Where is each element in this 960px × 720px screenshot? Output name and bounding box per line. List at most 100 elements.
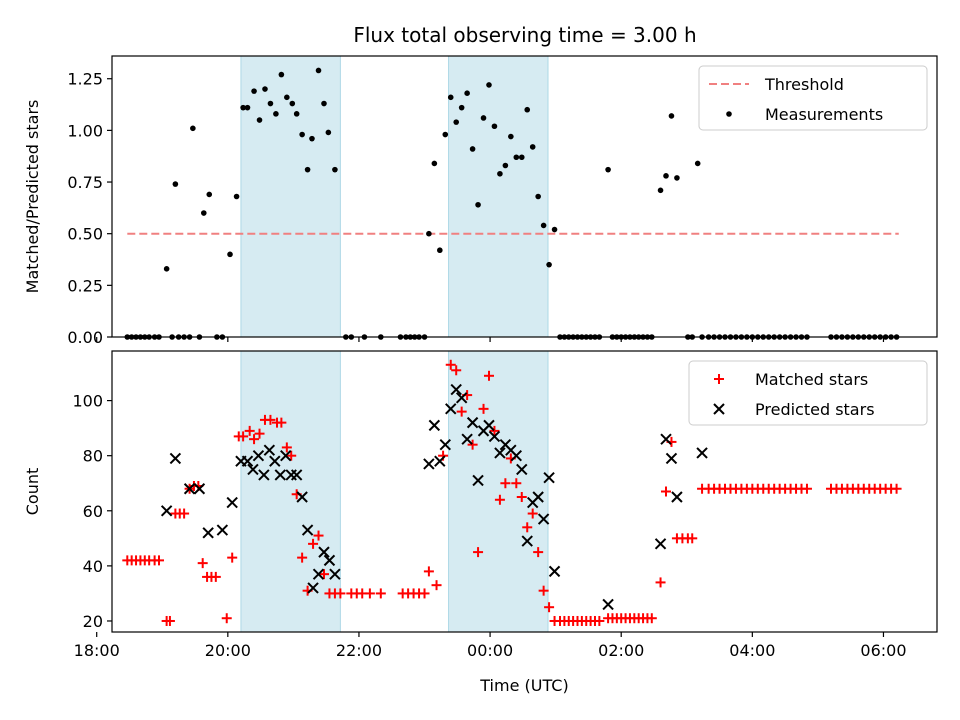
legend-label-matched-stars: Matched stars bbox=[755, 370, 868, 389]
data-point bbox=[661, 486, 672, 497]
data-point bbox=[216, 524, 229, 536]
data-point bbox=[284, 94, 290, 101]
x-b bbox=[660, 433, 672, 445]
data-point bbox=[301, 524, 314, 536]
shaded-span-2 bbox=[448, 350, 549, 633]
data-point bbox=[434, 455, 446, 467]
data-point bbox=[543, 472, 555, 484]
x-b bbox=[216, 524, 229, 536]
data-point bbox=[497, 170, 503, 177]
data-point bbox=[172, 181, 179, 187]
x-tick-label: 22:00 bbox=[336, 641, 382, 660]
axes-frame bbox=[111, 55, 938, 338]
data-point bbox=[483, 370, 494, 381]
data-point bbox=[540, 222, 547, 229]
data-point bbox=[249, 434, 260, 445]
data-point bbox=[453, 119, 460, 125]
legend-box bbox=[688, 360, 928, 426]
data-point bbox=[251, 88, 257, 94]
x-b bbox=[516, 463, 528, 476]
data-point bbox=[494, 494, 505, 505]
y-tick-label: 0.00 bbox=[67, 328, 103, 347]
x-b bbox=[455, 392, 468, 404]
data-point bbox=[451, 365, 462, 376]
data-point bbox=[329, 568, 341, 580]
x-b bbox=[329, 568, 341, 580]
x-b bbox=[499, 438, 512, 451]
data-point bbox=[307, 582, 319, 594]
x-b bbox=[258, 469, 270, 481]
data-point bbox=[500, 478, 511, 489]
data-point bbox=[663, 173, 669, 179]
x-b bbox=[439, 438, 451, 451]
data-point bbox=[419, 588, 430, 599]
data-point bbox=[256, 117, 263, 123]
data-point bbox=[655, 577, 666, 588]
x-b bbox=[434, 455, 446, 467]
data-point bbox=[537, 513, 550, 525]
data-point bbox=[489, 425, 500, 436]
data-point bbox=[297, 552, 308, 563]
data-point bbox=[315, 67, 322, 74]
data-point bbox=[605, 166, 611, 173]
x-b bbox=[269, 455, 281, 467]
data-point bbox=[461, 433, 473, 445]
legend-label-threshold: Threshold bbox=[764, 75, 844, 94]
data-point bbox=[325, 129, 332, 136]
data-point bbox=[522, 522, 533, 533]
data-point bbox=[450, 383, 462, 396]
x-b bbox=[280, 449, 292, 462]
data-point bbox=[247, 463, 259, 476]
data-point bbox=[518, 154, 525, 161]
data-point bbox=[318, 569, 329, 580]
legend-box bbox=[698, 65, 928, 131]
series-predicted-stars bbox=[160, 383, 708, 611]
x-b bbox=[510, 449, 523, 462]
data-point bbox=[455, 392, 468, 404]
x-tick-label: 02:00 bbox=[598, 641, 644, 660]
data-point bbox=[200, 210, 207, 216]
data-point bbox=[502, 162, 509, 169]
data-point bbox=[466, 416, 479, 429]
data-point bbox=[529, 144, 536, 150]
data-point bbox=[671, 491, 683, 503]
data-point bbox=[335, 588, 346, 599]
data-point bbox=[238, 431, 249, 442]
data-point bbox=[252, 449, 265, 462]
y-tick-label: 0.25 bbox=[67, 276, 103, 295]
y-tick-label: 60 bbox=[83, 502, 103, 521]
data-point bbox=[163, 266, 170, 272]
legend-label-measurements: Measurements bbox=[765, 105, 883, 124]
data-point bbox=[265, 414, 276, 425]
x-axis-label: Time (UTC) bbox=[479, 676, 568, 695]
data-point bbox=[280, 449, 292, 462]
data-point bbox=[262, 86, 268, 92]
data-point bbox=[660, 433, 672, 445]
x-b bbox=[307, 582, 319, 594]
data-point bbox=[426, 230, 432, 237]
y-axis-label: Matched/Predicted stars bbox=[23, 100, 42, 294]
data-point bbox=[308, 538, 319, 549]
axes-frame bbox=[111, 350, 938, 633]
data-point bbox=[296, 491, 308, 503]
data-point bbox=[289, 100, 296, 107]
x-b bbox=[461, 433, 473, 445]
x-b bbox=[296, 491, 308, 503]
data-point bbox=[513, 154, 520, 161]
data-point bbox=[290, 469, 303, 481]
data-point bbox=[206, 191, 213, 198]
x-b bbox=[183, 483, 196, 495]
legend: Threshold Measurements bbox=[698, 65, 928, 131]
top-panel: 0.00 0.25 0.50 0.75 1.00 1.25 Matched/Predicte… bbox=[23, 55, 938, 347]
x-b bbox=[241, 455, 254, 467]
x-b bbox=[290, 469, 303, 481]
data-point bbox=[258, 469, 270, 481]
legend: Matched stars Predicted stars bbox=[688, 360, 928, 426]
x-b bbox=[671, 491, 683, 503]
data-point bbox=[428, 419, 441, 432]
data-point bbox=[321, 100, 327, 107]
data-point bbox=[548, 565, 561, 578]
x-b bbox=[445, 403, 457, 415]
legend-dot-swatch bbox=[726, 111, 732, 117]
x-b bbox=[450, 383, 462, 396]
